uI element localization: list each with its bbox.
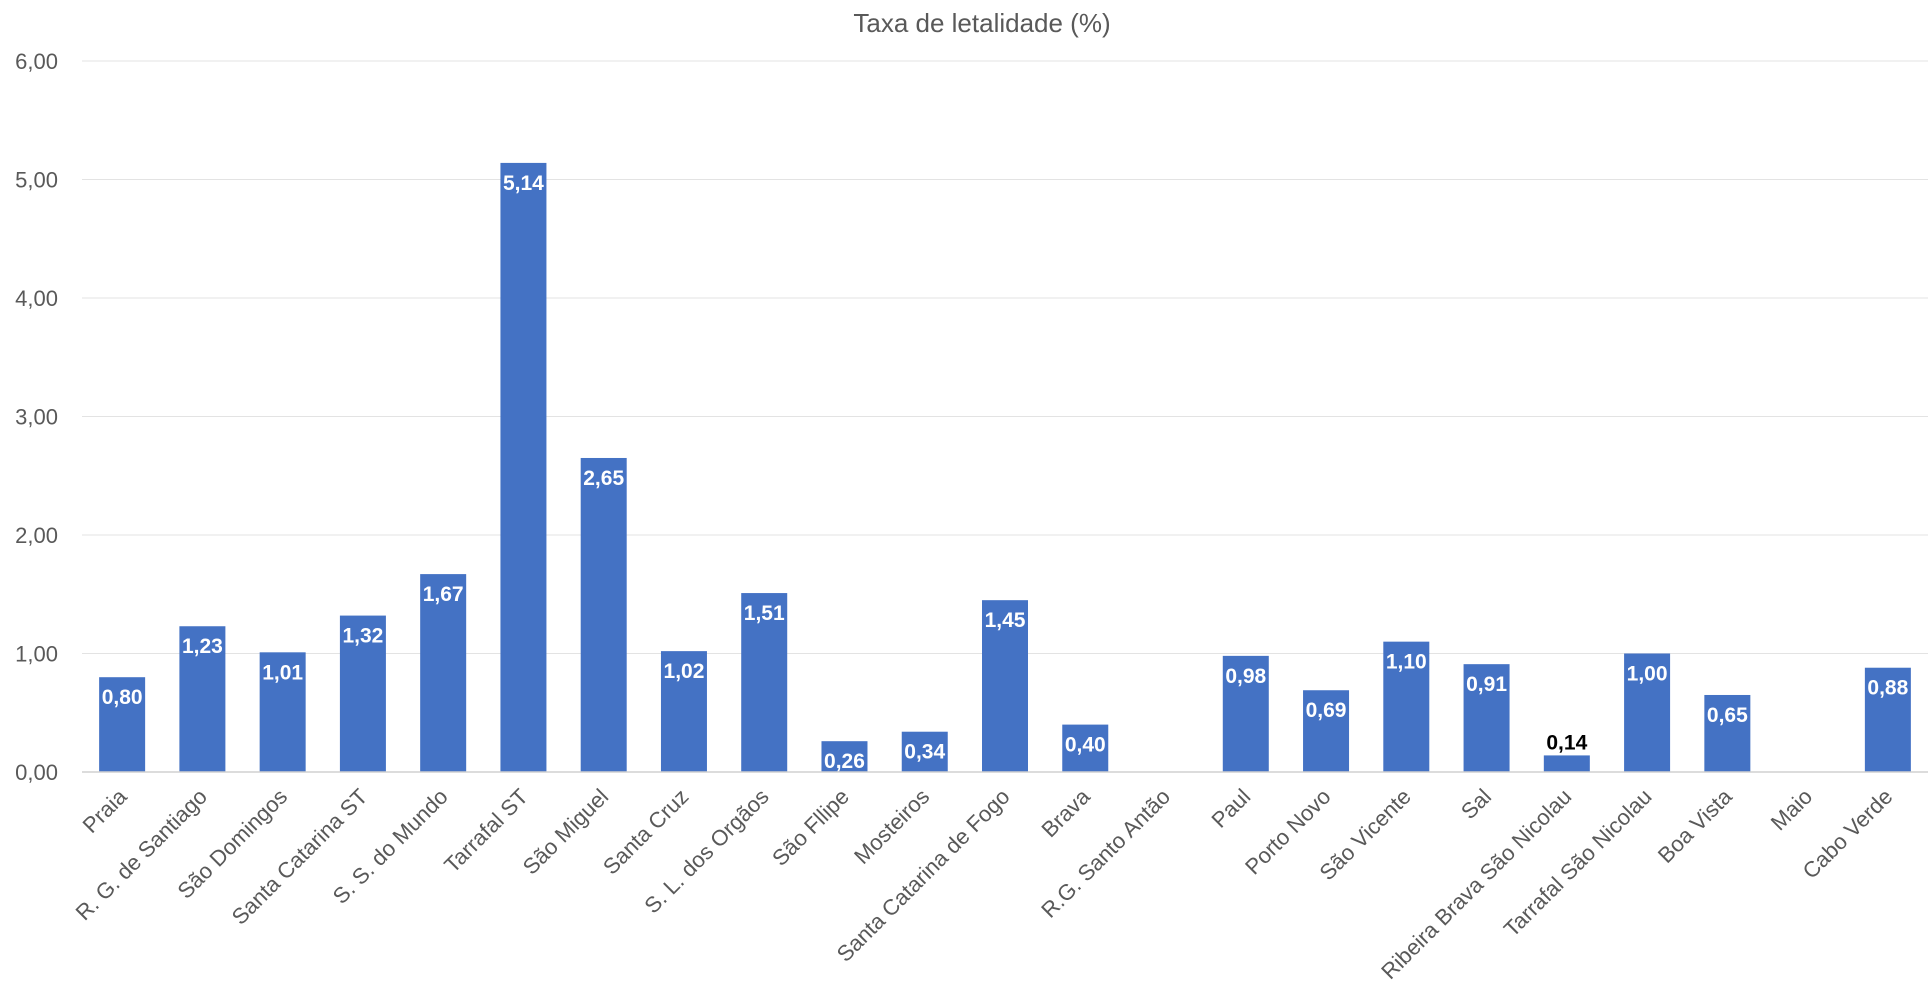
y-tick-label: 4,00: [15, 286, 58, 311]
data-label: 1,23: [182, 635, 223, 658]
data-label: 1,45: [985, 609, 1026, 632]
bar: [1062, 724, 1109, 772]
x-category-label: Sal: [1456, 784, 1496, 824]
bar: [500, 162, 547, 772]
chart-title: Taxa de letalidade (%): [853, 8, 1110, 38]
x-category-label: Paul: [1206, 784, 1255, 833]
bar: [179, 626, 226, 772]
bar: [1222, 655, 1269, 772]
data-label: 1,00: [1627, 663, 1668, 686]
data-labels: 0,80 1,23 1,01 1,32 1,67 5,14 2,65 1,02 1,51 0,26…: [102, 172, 1909, 773]
bar: [580, 457, 627, 772]
data-label: 0,40: [1065, 734, 1106, 757]
y-tick-label: 1,00: [15, 642, 58, 667]
bar: [982, 600, 1028, 772]
bar: [741, 593, 788, 772]
data-label: 0,69: [1306, 699, 1347, 722]
x-category-label: Tarrafal São Nicolau: [1499, 784, 1657, 942]
data-label: 0,34: [904, 741, 945, 764]
data-label: 1,10: [1386, 651, 1427, 674]
data-label: 0,26: [824, 750, 865, 773]
x-category-label: Brava: [1036, 783, 1095, 842]
bar: [259, 652, 306, 772]
x-category-label: Praia: [78, 783, 133, 838]
y-tick-label: 5,00: [15, 168, 58, 193]
data-label: 0,80: [102, 686, 143, 709]
bars: [99, 162, 1911, 772]
x-category-label: Santa Catarina ST: [227, 784, 373, 930]
bar: [1463, 664, 1510, 772]
data-label: 1,67: [423, 583, 464, 606]
data-label: 1,51: [744, 602, 785, 625]
data-label: 5,14: [503, 172, 544, 195]
bar: [1303, 690, 1350, 772]
data-label: 1,32: [342, 625, 383, 648]
data-label: 1,01: [262, 661, 303, 684]
bar: [1704, 694, 1751, 772]
bar: [901, 731, 948, 772]
data-label: 2,65: [583, 467, 624, 490]
bar: [660, 651, 707, 772]
bar: [99, 677, 146, 772]
data-label: 0,65: [1707, 704, 1748, 727]
data-label: 0,88: [1867, 677, 1908, 700]
bar: [1543, 755, 1590, 772]
bar: [339, 615, 386, 772]
bar: [1383, 641, 1430, 772]
gridlines: [82, 60, 1928, 654]
x-category-label: Boa Vista: [1653, 783, 1738, 868]
y-tick-label: 3,00: [15, 405, 58, 430]
y-axis-ticks: 0,00 1,00 2,00 3,00 4,00 5,00 6,00: [15, 49, 58, 785]
bar: [420, 574, 467, 772]
data-label: 0,14: [1546, 731, 1587, 754]
data-label: 0,91: [1466, 673, 1507, 696]
y-tick-label: 6,00: [15, 49, 58, 74]
x-category-label: Mosteiros: [849, 784, 934, 869]
x-category-label: Maio: [1766, 784, 1817, 835]
y-tick-label: 0,00: [15, 760, 58, 785]
x-category-label: São Fllipe: [767, 784, 854, 871]
data-label: 1,02: [664, 660, 705, 683]
data-label: 0,98: [1225, 665, 1266, 688]
bar: [1624, 653, 1671, 772]
bar: [1864, 667, 1911, 772]
bar: [821, 741, 868, 772]
x-category-label: São Miguel: [518, 784, 614, 880]
y-tick-label: 2,00: [15, 523, 58, 548]
